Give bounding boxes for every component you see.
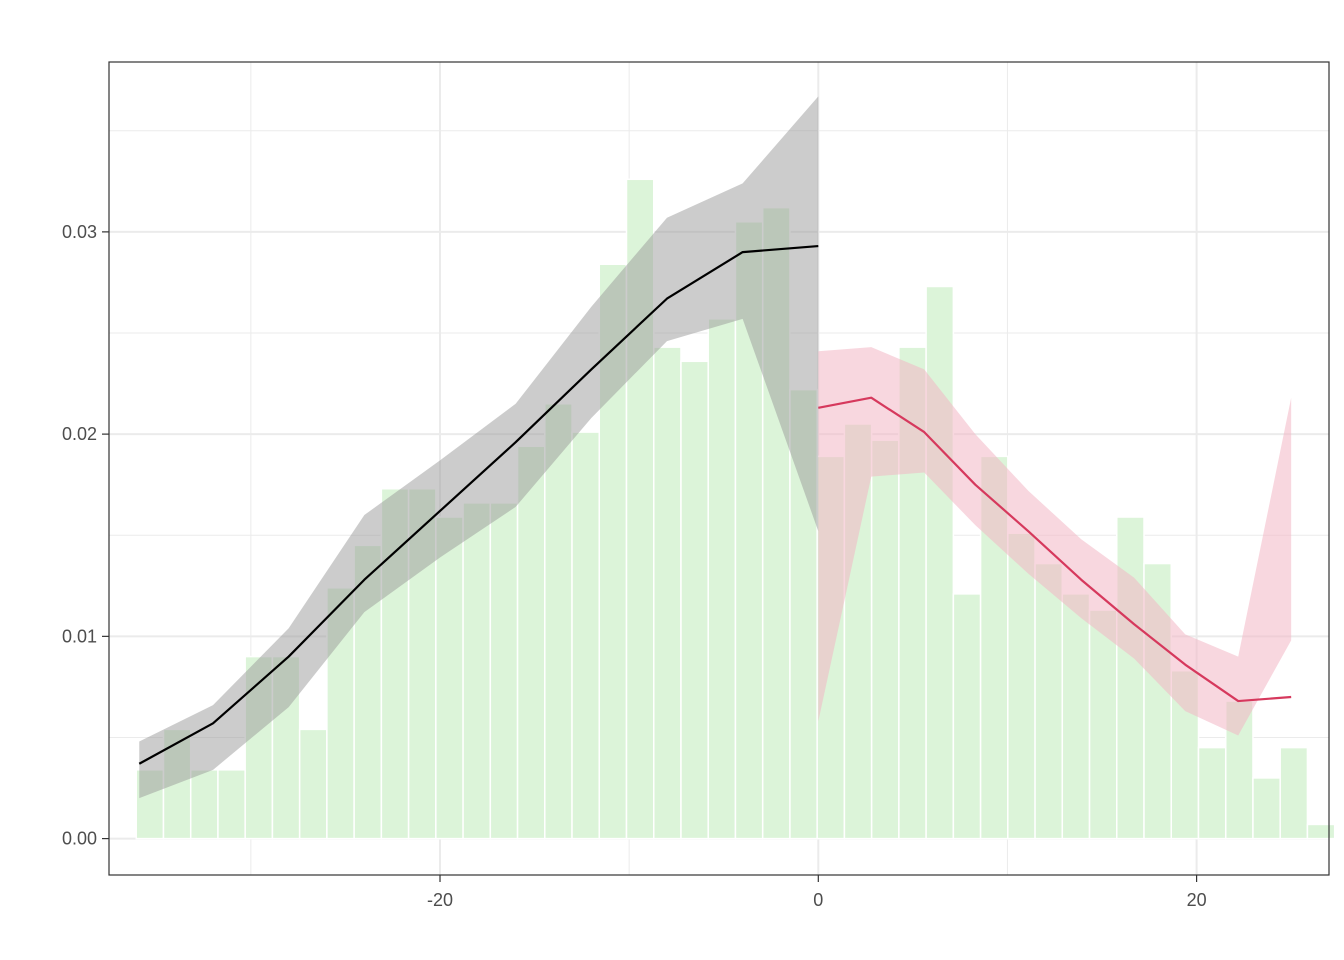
histogram-bar xyxy=(435,516,464,840)
y-tick-label: 0.03 xyxy=(62,222,97,242)
fit-line-right xyxy=(818,396,1292,703)
histogram-bar xyxy=(189,769,219,840)
y-tick-label: 0.02 xyxy=(62,424,97,444)
histogram-bar xyxy=(707,318,737,840)
histogram-bar xyxy=(1034,562,1064,840)
axes: -20 0 20 0.00 0.01 0.02 0.03 xyxy=(62,222,1207,910)
x-tick-label: -20 xyxy=(427,890,453,910)
histogram-bar xyxy=(1197,746,1227,840)
histogram-bar xyxy=(544,403,573,840)
histogram-bar xyxy=(952,593,982,840)
x-tick-label: 0 xyxy=(813,890,823,910)
histogram-bar xyxy=(298,728,328,840)
histogram-bar xyxy=(217,769,246,840)
histogram-bar xyxy=(516,445,546,840)
y-tick-label: 0.00 xyxy=(62,829,97,849)
x-tick-label: 20 xyxy=(1187,890,1207,910)
fit-line-left xyxy=(138,244,819,765)
fit-lines xyxy=(138,244,1292,765)
histogram-bar xyxy=(571,431,601,840)
histogram-bar xyxy=(1306,823,1336,840)
histogram-bar xyxy=(489,502,519,840)
histogram-bar xyxy=(680,360,709,840)
histogram-bar xyxy=(1116,516,1145,840)
plot-panel-border xyxy=(108,61,1330,876)
confidence-band-left xyxy=(139,96,819,799)
histogram-bar xyxy=(652,346,682,840)
histogram-bar xyxy=(462,502,492,840)
y-tick-label: 0.01 xyxy=(62,626,97,646)
histogram-bar xyxy=(1252,777,1281,840)
histogram-bar xyxy=(1061,593,1091,840)
histogram-bar xyxy=(1279,746,1309,840)
histogram-bar xyxy=(925,285,955,840)
histogram-bar xyxy=(1088,609,1118,840)
histogram-bar xyxy=(1007,532,1036,840)
histogram-bar xyxy=(870,439,900,840)
